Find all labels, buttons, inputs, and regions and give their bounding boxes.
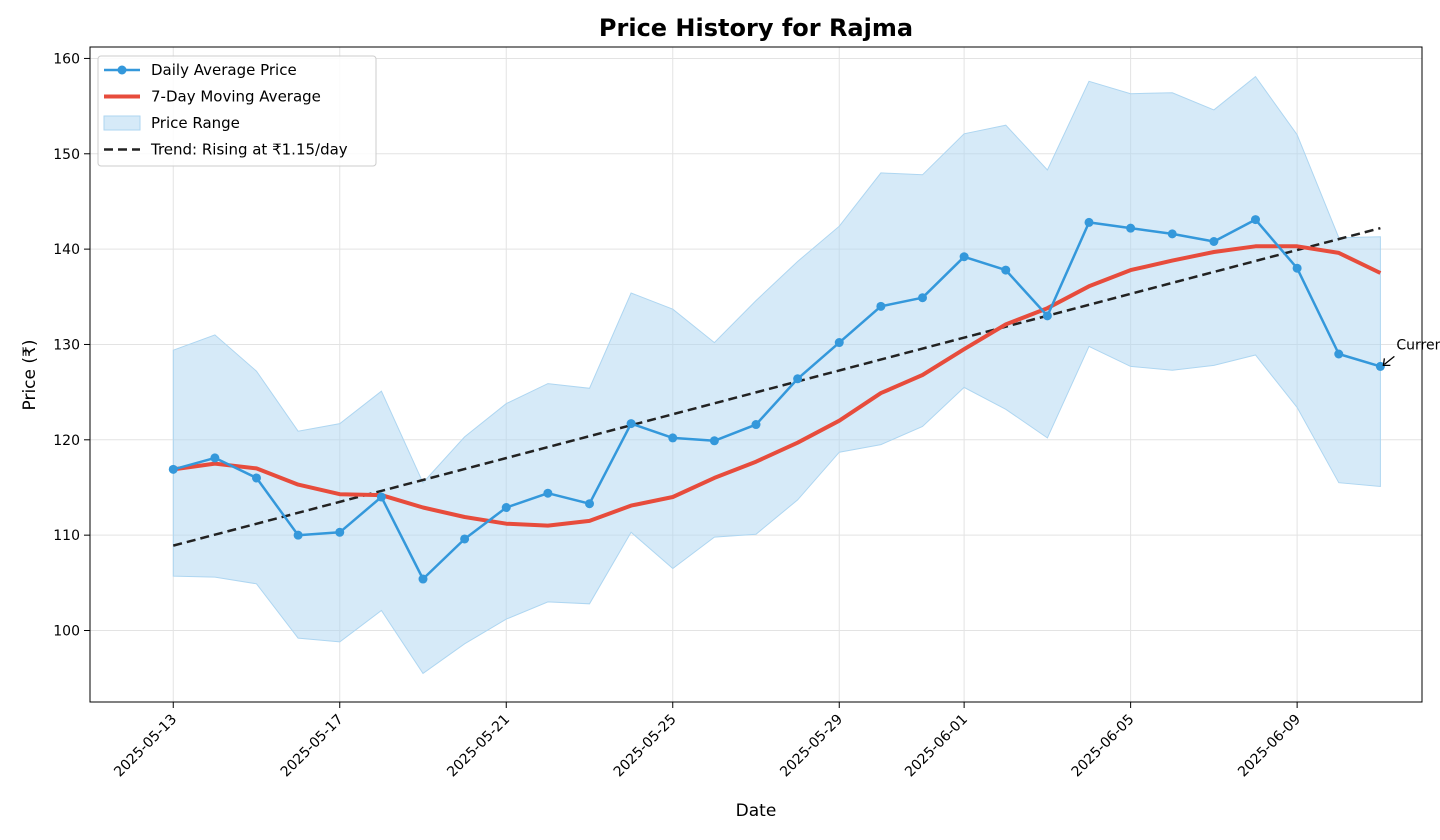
plot-frame (89, 46, 1423, 703)
legend-label: Daily Average Price (151, 61, 297, 79)
y-axis-label: Price (₹) (20, 340, 40, 411)
daily-average-point (876, 301, 886, 311)
daily-average-point (543, 488, 553, 498)
daily-average-point (626, 419, 636, 429)
daily-average-point (1292, 263, 1302, 273)
x-tick-label: 2025-05-13 (111, 712, 180, 781)
trend-line-path (172, 226, 1381, 547)
daily-average-point (585, 499, 594, 509)
y-tick-label: 150 (53, 147, 80, 163)
daily-average-point (460, 534, 470, 544)
daily-average-point (501, 503, 511, 513)
daily-average-point (1126, 223, 1136, 233)
y-tick-label: 130 (53, 337, 80, 353)
daily-average-point (1084, 217, 1094, 227)
price-range-band (172, 75, 1381, 675)
price-range-area (172, 75, 1381, 675)
legend-label: Price Range (151, 114, 240, 132)
trend-line (172, 226, 1381, 547)
daily-average-point (418, 574, 428, 584)
x-tick-label: 2025-05-21 (444, 712, 513, 781)
daily-average-point (1167, 229, 1177, 239)
annotation-label: Current (1396, 337, 1440, 353)
annotation-arrow-head (1382, 358, 1391, 367)
daily-average-point (834, 338, 844, 348)
daily-average-point (959, 252, 969, 262)
daily-average-path (172, 218, 1381, 581)
daily-average-point (335, 527, 345, 537)
daily-average-point (751, 420, 761, 430)
daily-average-line (168, 215, 1385, 584)
y-tick-label: 160 (53, 51, 80, 67)
daily-average-point (376, 492, 386, 502)
x-tick-label: 2025-05-25 (611, 712, 680, 781)
x-tick-label: 2025-05-29 (777, 712, 846, 781)
x-axis-label: Date (736, 801, 777, 821)
daily-average-point (709, 436, 719, 446)
daily-average-point (1042, 311, 1052, 321)
daily-average-point (1251, 215, 1260, 225)
x-tick-label: 2025-06-09 (1235, 712, 1304, 781)
legend-label: 7-Day Moving Average (151, 88, 321, 106)
daily-average-point (293, 530, 303, 540)
legend: Daily Average Price 7-Day Moving Average P… (97, 55, 377, 167)
x-tick-label: 2025-06-01 (902, 712, 971, 781)
daily-average-point (918, 293, 927, 303)
daily-average-point (1375, 361, 1385, 371)
legend-box (97, 55, 377, 167)
legend-swatch-range (103, 115, 141, 131)
legend-label: Trend: Rising at ₹1.15/day (150, 141, 348, 159)
daily-average-point (1209, 236, 1219, 246)
annotation-arrow (1383, 355, 1395, 365)
daily-average-point (252, 473, 261, 483)
y-axis-ticks: 100 110 120 130 140 150 160 (53, 51, 90, 639)
legend-swatch-daily-marker (117, 65, 127, 75)
x-axis-ticks: 2025-05-13 2025-05-17 2025-05-21 2025-05-25… (111, 702, 1304, 780)
moving-average-path (173, 244, 1382, 528)
x-tick-label: 2025-05-17 (278, 712, 347, 781)
moving-average-line (173, 244, 1382, 528)
y-tick-label: 110 (53, 528, 80, 544)
y-tick-label: 100 (53, 623, 80, 639)
daily-average-point (210, 453, 220, 463)
y-tick-label: 120 (53, 433, 80, 449)
daily-average-point (793, 374, 803, 384)
daily-average-point (168, 464, 178, 474)
chart-title: Price History for Rajma (599, 14, 913, 42)
annotation: Current (1382, 337, 1440, 367)
x-tick-label: 2025-06-05 (1069, 712, 1138, 781)
daily-average-point (1001, 265, 1011, 275)
daily-average-point (668, 433, 678, 443)
y-tick-label: 140 (53, 242, 80, 258)
daily-average-point (1334, 349, 1344, 359)
